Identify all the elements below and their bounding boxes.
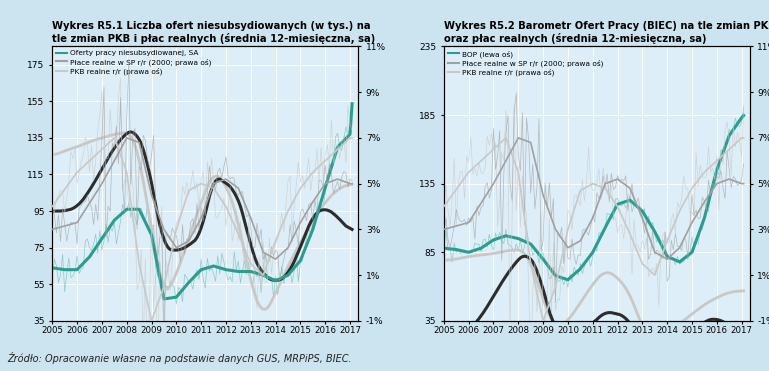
Text: Wykres R5.1 Liczba ofert niesubsydiowanych (w tys.) na
tle zmian PKB i płac real: Wykres R5.1 Liczba ofert niesubsydiowany… [52, 22, 375, 44]
Text: Wykres R5.2 Barometr Ofert Pracy (BIEC) na tle zmian PKB
oraz płac realnych (śre: Wykres R5.2 Barometr Ofert Pracy (BIEC) … [444, 22, 769, 44]
Text: Źródło: Opracowanie własne na podstawie danych GUS, MRPiPS, BIEC.: Źródło: Opracowanie własne na podstawie … [8, 352, 352, 364]
Legend: Oferty pracy niesubsydiowanej, SA, Płace realne w SP r/r (2000; prawa oś), PKB r: Oferty pracy niesubsydiowanej, SA, Płace… [56, 50, 211, 75]
Legend: BOP (lewa oś), Płace realne w SP r/r (2000; prawa oś), PKB realne r/r (prawa oś): BOP (lewa oś), Płace realne w SP r/r (20… [448, 50, 603, 76]
